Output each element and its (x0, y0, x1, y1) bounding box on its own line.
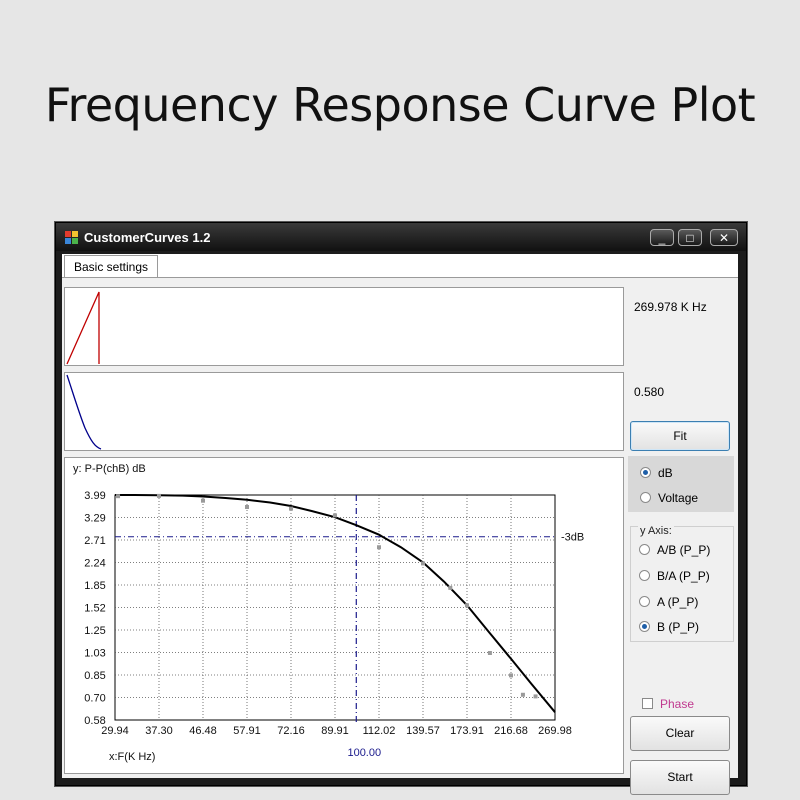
marker-label: 100.00 (347, 747, 381, 759)
mini-plot-a-trace (66, 291, 100, 365)
y-tick-label: 3.99 (84, 490, 105, 502)
measured-point (465, 603, 470, 608)
x-tick-label: 37.30 (145, 725, 173, 737)
value-readout: 0.580 (634, 385, 665, 399)
radio-b[interactable]: B (P_P) (639, 618, 699, 636)
close-button[interactable]: ✕ (710, 229, 738, 246)
radio-a-over-b-indicator[interactable] (639, 544, 650, 556)
phase-checkbox-box[interactable] (642, 698, 653, 710)
client-area: Basic settings 269.978 K Hz 0.580 Fit y: (62, 254, 738, 795)
y-tick-label: 2.24 (84, 558, 105, 570)
radio-b-over-a-indicator[interactable] (639, 570, 650, 582)
y-axis-group: y Axis: A/B (P_P) B/A (P_P) A (P_P) B (P… (630, 525, 734, 642)
measured-point (508, 673, 513, 678)
mini-plot-a-svg (66, 291, 100, 365)
measured-point (448, 585, 453, 590)
y-tick-label: 1.03 (84, 648, 105, 660)
unit-radio-group: dB Voltage (628, 456, 734, 512)
y-tick-label: 1.52 (84, 603, 105, 615)
radio-db[interactable]: dB (640, 464, 673, 482)
measured-point (289, 506, 294, 511)
frequency-readout: 269.978 K Hz (634, 300, 707, 314)
measured-point (487, 650, 492, 655)
x-tick-label: 173.91 (450, 725, 484, 737)
y-axis-group-label: y Axis: (638, 525, 674, 537)
radio-b-over-a[interactable]: B/A (P_P) (639, 567, 710, 585)
measured-point (244, 505, 249, 510)
y-tick-label: 0.85 (84, 670, 105, 682)
title-bar[interactable]: CustomerCurves 1.2 _ □ ✕ (56, 223, 746, 251)
radio-voltage-label: Voltage (658, 491, 699, 505)
y-tick-label: 1.25 (84, 625, 105, 637)
page-title: Frequency Response Curve Plot (44, 78, 756, 132)
tab-basic-settings[interactable]: Basic settings (64, 255, 158, 277)
measured-point (156, 493, 161, 498)
radio-b-label: B (P_P) (657, 620, 700, 634)
measured-point (520, 692, 525, 697)
start-button[interactable]: Start (630, 760, 730, 795)
mini-plot-b-trace (66, 374, 102, 450)
chart-svg: y: P-P(chB) dB 29.94 37.30 46.48 57.91 72.16… (73, 463, 584, 763)
radio-db-label: dB (658, 466, 673, 480)
main-chart: y: P-P(chB) dB 29.94 37.30 46.48 57.91 72.16… (64, 457, 624, 774)
radio-voltage[interactable]: Voltage (640, 489, 698, 507)
window-title: CustomerCurves 1.2 (84, 230, 211, 245)
measured-point (420, 561, 425, 566)
minimize-button[interactable]: _ (650, 229, 674, 246)
measured-point (333, 513, 338, 518)
radio-a-indicator[interactable] (639, 596, 650, 608)
x-tick-label: 112.02 (363, 725, 396, 737)
x-axis-label: x:F(K Hz) (109, 751, 155, 763)
fit-button[interactable]: Fit (630, 421, 730, 451)
x-tick-label: 216.68 (494, 725, 528, 737)
x-tick-label: 29.94 (101, 725, 129, 737)
app-icon (65, 231, 79, 244)
chart-title: y: P-P(chB) dB (73, 463, 146, 475)
y-tick-label: 0.58 (84, 715, 105, 727)
radio-a[interactable]: A (P_P) (639, 593, 698, 611)
radio-b-indicator[interactable] (639, 621, 650, 633)
mini-plot-b-svg (66, 374, 102, 450)
app-window: CustomerCurves 1.2 _ □ ✕ Basic settings … (55, 222, 747, 795)
y-tick-label: 2.71 (84, 535, 105, 547)
mini-plot-b (64, 372, 624, 451)
threshold-label: -3dB (561, 532, 584, 544)
mini-plot-a (64, 287, 624, 366)
measured-point (533, 694, 538, 699)
clear-button[interactable]: Clear (630, 716, 730, 751)
x-tick-label: 139.57 (406, 725, 440, 737)
phase-label: Phase (660, 697, 695, 711)
y-tick-label: 1.85 (84, 580, 105, 592)
maximize-button[interactable]: □ (678, 229, 702, 246)
measured-point (116, 494, 121, 499)
phase-checkbox[interactable]: Phase (642, 697, 694, 711)
tab-panel: 269.978 K Hz 0.580 Fit y: P-P(chB) dB 29… (62, 277, 738, 795)
radio-a-over-b-label: A/B (P_P) (657, 543, 711, 557)
x-tick-label: 269.98 (538, 725, 572, 737)
radio-a-label: A (P_P) (657, 595, 699, 609)
radio-a-over-b[interactable]: A/B (P_P) (639, 541, 710, 559)
x-tick-label: 89.91 (321, 725, 349, 737)
radio-b-over-a-label: B/A (P_P) (657, 569, 710, 583)
measured-point (200, 498, 205, 503)
radio-voltage-indicator[interactable] (640, 492, 651, 504)
x-tick-label: 46.48 (189, 725, 217, 737)
y-tick-label: 0.70 (84, 693, 105, 705)
radio-db-indicator[interactable] (640, 467, 651, 479)
x-tick-label: 72.16 (277, 725, 305, 737)
y-tick-label: 3.29 (84, 513, 105, 525)
x-tick-label: 57.91 (233, 725, 261, 737)
measured-point (376, 545, 381, 550)
